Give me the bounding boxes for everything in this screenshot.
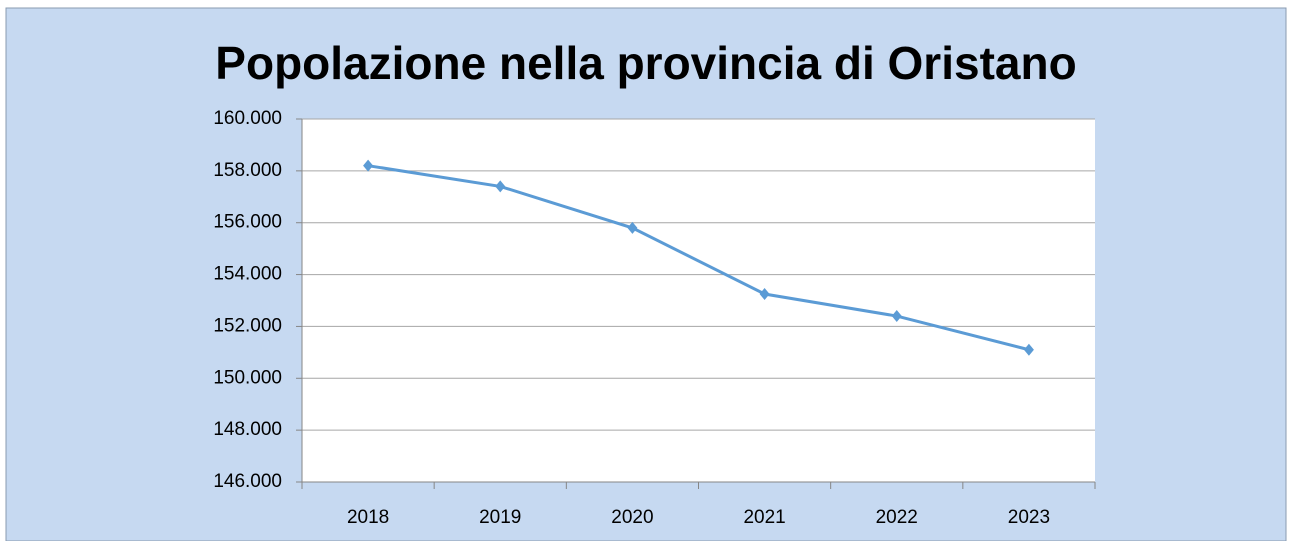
- y-tick-label: 146.000: [213, 471, 282, 492]
- x-tick-label: 2019: [479, 507, 521, 528]
- plot-area: [302, 119, 1095, 482]
- chart-title: Popolazione nella provincia di Oristano: [215, 37, 1076, 89]
- y-tick-label: 154.000: [213, 264, 282, 285]
- y-tick-label: 156.000: [213, 212, 282, 233]
- y-tick-label: 158.000: [213, 160, 282, 181]
- marker: [891, 310, 902, 323]
- y-tick-label: 150.000: [213, 367, 282, 388]
- x-tick-label: 2023: [1008, 507, 1050, 528]
- marker: [495, 180, 506, 193]
- marker: [759, 288, 770, 301]
- y-tick-label: 148.000: [213, 419, 282, 440]
- x-tick-label: 2018: [347, 507, 389, 528]
- marker: [1023, 343, 1034, 356]
- line: [367, 164, 1030, 352]
- y-tick-label: 160.000: [213, 108, 282, 129]
- x-tick-label: 2020: [611, 507, 653, 528]
- y-tick-label: 152.000: [213, 315, 282, 336]
- x-tick-label: 2022: [876, 507, 918, 528]
- marker: [627, 221, 638, 234]
- x-tick-label: 2021: [743, 507, 785, 528]
- marker: [363, 159, 374, 172]
